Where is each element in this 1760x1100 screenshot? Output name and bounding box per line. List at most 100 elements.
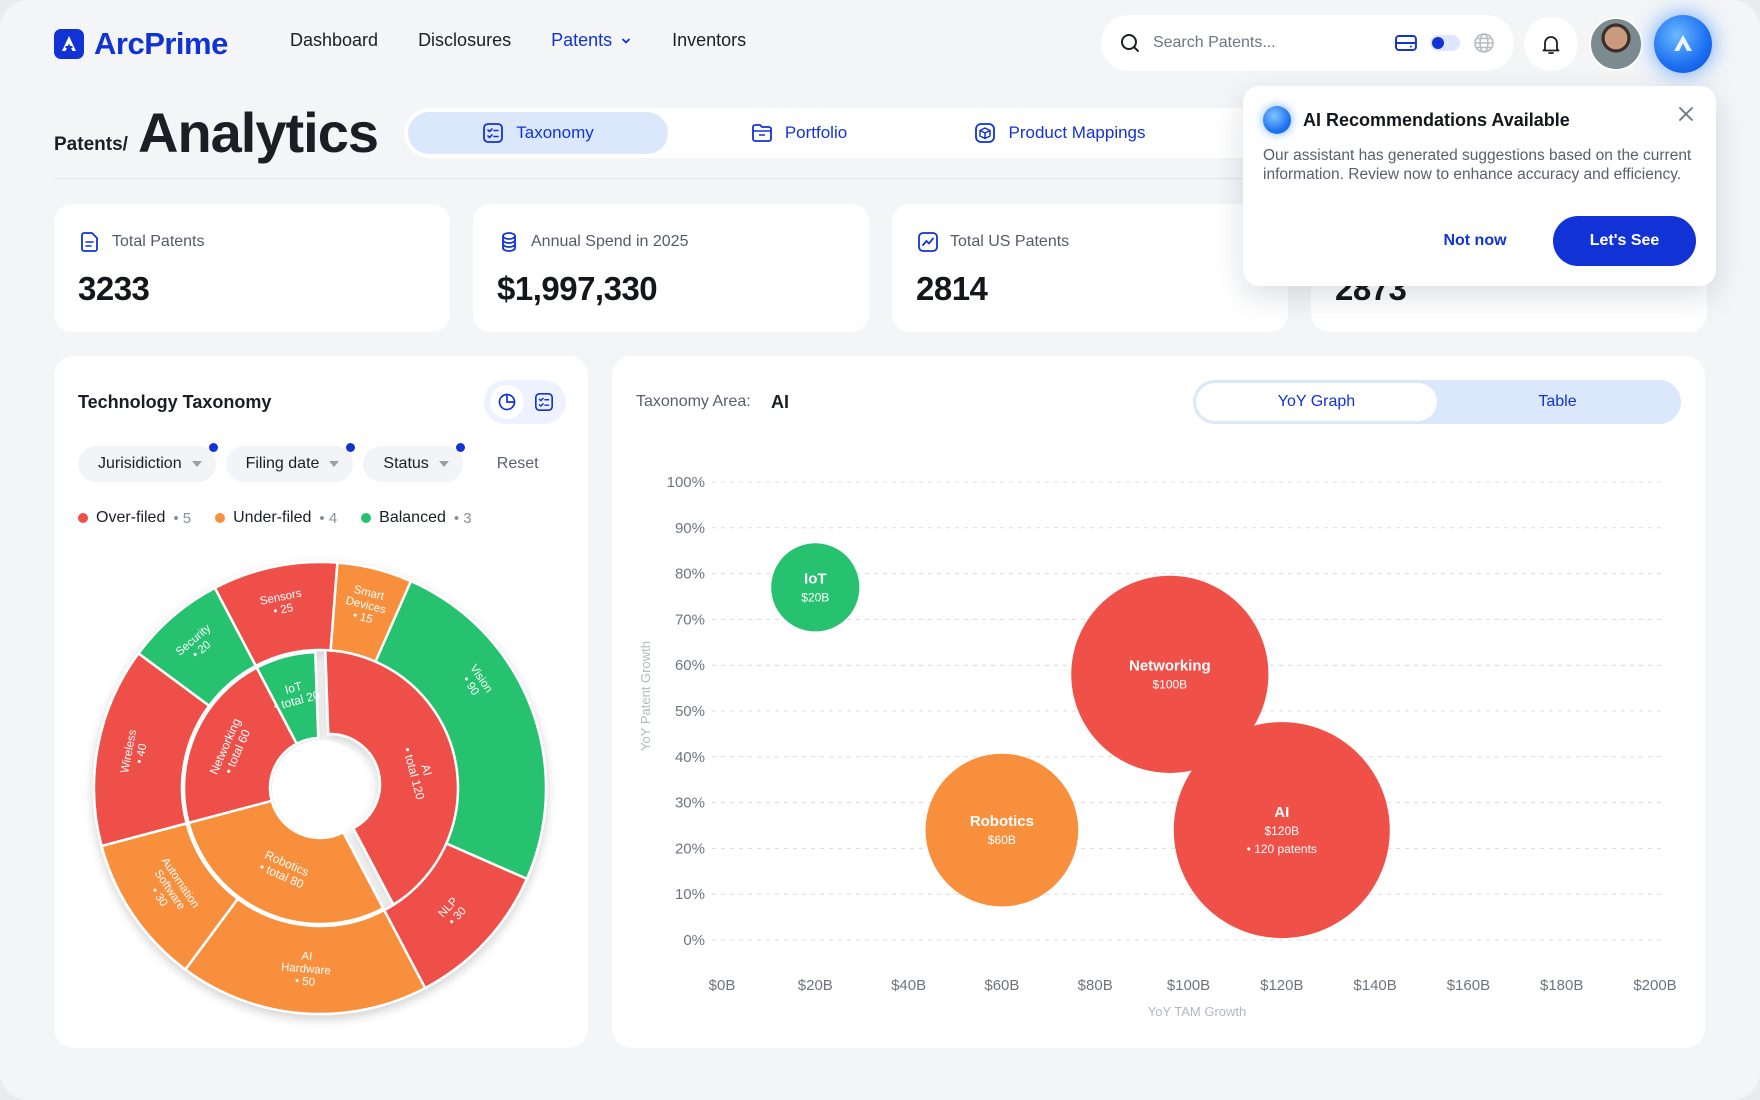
nav-inventors[interactable]: Inventors <box>672 30 746 51</box>
y-axis-label: YoY Patent Growth <box>638 641 653 751</box>
nav-disclosures[interactable]: Disclosures <box>418 30 511 51</box>
taxonomy-area-value: AI <box>771 392 789 412</box>
x-tick-label: $160B <box>1447 977 1490 994</box>
user-avatar[interactable] <box>1589 17 1643 71</box>
document-icon <box>81 232 98 252</box>
sunburst-inner-segment[interactable]: Robotics• total 80 <box>187 799 385 926</box>
hard-drive-icon[interactable] <box>1394 32 1418 54</box>
x-tick-label: $140B <box>1353 977 1396 994</box>
legend-under-filed[interactable]: Under-filed • 4 <box>215 509 337 527</box>
pie-view-button[interactable] <box>489 385 524 419</box>
list-view-button[interactable] <box>527 385 561 419</box>
trend-icon <box>918 232 938 252</box>
bubble-circle[interactable] <box>1173 722 1390 939</box>
bubble-circle[interactable] <box>925 753 1079 907</box>
popup-body: Our assistant has generated suggestions … <box>1263 147 1692 183</box>
tab-product-mappings[interactable]: Product Mappings <box>930 112 1190 154</box>
y-tick-label: 80% <box>675 566 705 583</box>
bubble-robotics[interactable]: Robotics $60B <box>925 753 1079 907</box>
sunburst-inner-segment[interactable]: Networking• total 60 <box>182 665 299 825</box>
stat-label: Annual Spend in 2025 <box>531 233 689 250</box>
bubble-value: $60B <box>988 833 1016 847</box>
reset-filters-button[interactable]: Reset <box>496 455 539 472</box>
bubble-iot[interactable]: IoT $20B <box>771 543 860 632</box>
bubble-value: $120B <box>1264 824 1299 838</box>
x-tick-label: $120B <box>1260 977 1303 994</box>
nav-dashboard[interactable]: Dashboard <box>290 30 378 51</box>
lets-see-button[interactable]: Let's See <box>1553 216 1696 266</box>
bubble-value: $20B <box>801 590 829 604</box>
filter-label: Jurisidiction <box>98 455 182 472</box>
y-tick-label: 20% <box>675 840 705 857</box>
x-tick-label: $60B <box>984 977 1019 994</box>
search-icon <box>1120 34 1139 52</box>
chevron-down-icon <box>622 38 631 44</box>
ai-recommendations-popup: AI Recommendations Available Our assista… <box>1243 86 1716 286</box>
box-icon <box>975 123 996 143</box>
header-divider <box>54 178 1704 179</box>
y-tick-label: 40% <box>675 749 705 766</box>
breadcrumb[interactable]: Patents/ <box>54 134 128 155</box>
x-tick-label: $40B <box>891 977 926 994</box>
filter-status[interactable]: Status <box>363 443 465 482</box>
y-tick-label: 60% <box>675 657 705 674</box>
filter-jurisdiction[interactable]: Jurisidiction <box>78 443 218 482</box>
search-bar <box>1101 15 1514 71</box>
bubble-circle[interactable] <box>771 543 860 632</box>
filter-bar: Jurisidiction Filing date Status Reset <box>78 443 539 482</box>
tab-label: Taxonomy <box>516 123 594 142</box>
filter-label: Filing date <box>245 455 320 472</box>
legend-count: • 4 <box>319 509 338 527</box>
mode-toggle[interactable] <box>1430 35 1461 51</box>
checklist-icon <box>534 393 553 411</box>
filter-filing-date[interactable]: Filing date <box>225 443 356 482</box>
checklist-icon <box>483 123 504 143</box>
bubble-circle[interactable] <box>1071 575 1269 773</box>
legend-over-filed[interactable]: Over-filed • 5 <box>78 509 191 527</box>
stat-value: 3233 <box>78 270 150 307</box>
bubble-networking[interactable]: Networking $100B <box>1071 575 1269 773</box>
nav-patents[interactable]: Patents <box>551 30 632 51</box>
tab-taxonomy[interactable]: Taxonomy <box>408 112 668 154</box>
bubble-ai[interactable]: AI $120B • 120 patents <box>1173 722 1390 939</box>
sunburst-outer-segment[interactable]: AIHardware• 50 <box>183 897 427 1016</box>
legend-label: Balanced <box>379 509 446 526</box>
search-input[interactable] <box>1152 34 1383 52</box>
yoy-bubble-chart: 0% 10% 20% 30% 40% 50% 60% 70% 80% 90% 100% $0B $20B… <box>638 474 1677 1019</box>
x-tick-label: $0B <box>709 977 736 994</box>
active-filter-dot <box>346 443 356 452</box>
assistant-logo-icon <box>1674 35 1692 51</box>
not-now-button[interactable]: Not now <box>1415 217 1535 265</box>
page-title: Analytics <box>138 101 379 164</box>
stat-value: $1,997,330 <box>497 270 658 307</box>
y-tick-label: 90% <box>675 520 705 537</box>
yoy-graph-button[interactable]: YoY Graph <box>1196 383 1437 421</box>
bubble-name: Robotics <box>970 813 1034 830</box>
legend-balanced[interactable]: Balanced • 3 <box>361 509 472 527</box>
stat-label: Total US Patents <box>950 233 1070 250</box>
nav-label: Inventors <box>672 30 747 50</box>
tab-portfolio[interactable]: Portfolio <box>668 112 930 154</box>
notifications-button[interactable] <box>1524 17 1578 71</box>
globe-icon[interactable] <box>1472 31 1496 55</box>
table-button[interactable]: Table <box>1538 393 1577 410</box>
bubble-value: • 120 patents <box>1247 842 1317 856</box>
logo-mark-icon <box>54 29 84 59</box>
active-filter-dot <box>208 443 218 452</box>
stat-card-us-patents: Total US Patents 2814 <box>892 204 1288 332</box>
sunburst-outer-label: AIHardware• 50 <box>280 949 333 990</box>
sunburst-outer-segment[interactable]: SmartDevices• 15 <box>329 561 413 664</box>
sunburst-outer-segment[interactable]: NLP• 30 <box>382 841 529 990</box>
nav-label: Disclosures <box>418 30 512 50</box>
ai-assistant-button[interactable] <box>1654 15 1712 73</box>
x-tick-label: $100B <box>1167 977 1210 994</box>
sunburst-outer-segment[interactable]: Sensors• 25 <box>213 560 339 668</box>
legend-swatch <box>361 513 372 523</box>
sunburst-inner-segment[interactable]: IoT• total 20 <box>255 650 322 746</box>
caret-down-icon <box>329 461 340 467</box>
close-icon[interactable] <box>1674 102 1698 126</box>
legend-swatch <box>78 513 88 523</box>
brand-logo[interactable]: ArcPrime <box>54 26 228 62</box>
y-tick-label: 100% <box>667 474 705 491</box>
